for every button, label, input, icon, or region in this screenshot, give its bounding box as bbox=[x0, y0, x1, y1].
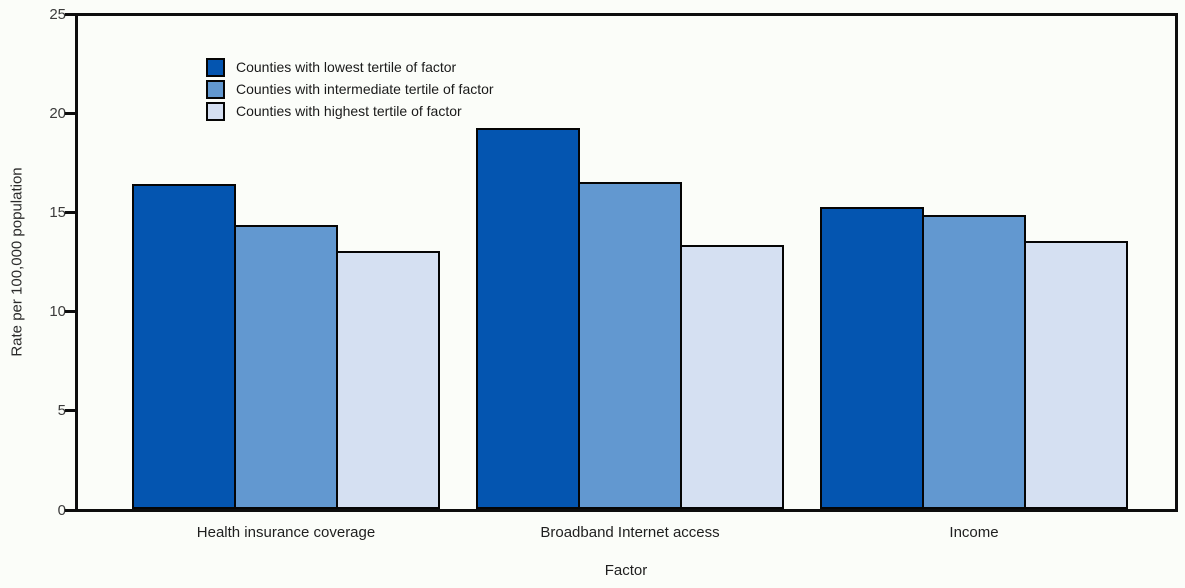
y-tick-label-20: 20 bbox=[49, 104, 66, 122]
legend-swatch-icon bbox=[206, 57, 225, 77]
y-tick-label-25: 25 bbox=[49, 5, 66, 23]
bar-broadband-internet-access-series1 bbox=[476, 128, 580, 509]
bar-health-insurance-coverage-series1 bbox=[132, 184, 236, 509]
bar-broadband-internet-access-series3 bbox=[680, 245, 784, 509]
y-tick-mark bbox=[65, 111, 76, 115]
x-tick-label-health-insurance-coverage: Health insurance coverage bbox=[196, 524, 376, 541]
legend-label: Counties with intermediate tertile of fa… bbox=[236, 81, 494, 97]
bar-health-insurance-coverage-series2 bbox=[234, 225, 338, 509]
y-tick-label-5: 5 bbox=[57, 402, 66, 420]
y-tick-mark bbox=[65, 508, 76, 512]
y-axis-title: Rate per 100,000 population bbox=[8, 167, 26, 357]
legend-item-2: Counties with intermediate tertile of fa… bbox=[206, 78, 494, 100]
bar-income-series3 bbox=[1024, 241, 1128, 509]
y-tick-mark bbox=[65, 409, 76, 413]
legend: Counties with lowest tertile of factor Co… bbox=[206, 56, 494, 122]
legend-item-1: Counties with lowest tertile of factor bbox=[206, 56, 494, 78]
y-tick-mark bbox=[65, 310, 76, 314]
x-axis-title: Factor bbox=[604, 562, 648, 579]
legend-swatch-icon bbox=[206, 101, 225, 121]
y-tick-label-0: 0 bbox=[57, 501, 66, 519]
bar-health-insurance-coverage-series3 bbox=[336, 251, 440, 509]
y-tick-label-10: 10 bbox=[49, 303, 66, 321]
y-tick-mark bbox=[65, 12, 76, 16]
x-tick-label-broadband-internet-access: Broadband Internet access bbox=[540, 524, 720, 541]
legend-swatch-icon bbox=[206, 79, 225, 99]
y-tick-mark bbox=[65, 210, 76, 214]
bar-income-series2 bbox=[922, 215, 1026, 509]
x-tick-label-income: Income bbox=[949, 524, 999, 541]
plot-area: Counties with lowest tertile of factor Co… bbox=[75, 13, 1178, 512]
legend-label: Counties with highest tertile of factor bbox=[236, 103, 462, 119]
bars-container bbox=[78, 16, 1175, 509]
legend-item-3: Counties with highest tertile of factor bbox=[206, 100, 494, 122]
bar-income-series1 bbox=[820, 207, 924, 509]
bar-broadband-internet-access-series2 bbox=[578, 182, 682, 509]
y-tick-label-15: 15 bbox=[49, 203, 66, 221]
legend-label: Counties with lowest tertile of factor bbox=[236, 59, 457, 75]
